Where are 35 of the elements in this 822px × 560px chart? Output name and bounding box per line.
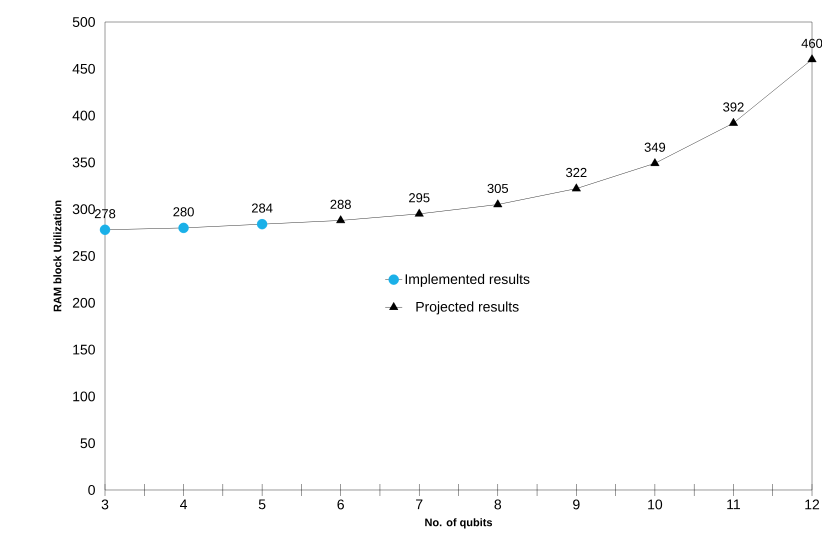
y-tick-label: 450	[72, 64, 95, 74]
x-tick-label: 12	[805, 500, 820, 510]
data-label: 288	[330, 200, 351, 209]
legend-label: Projected results	[416, 301, 519, 314]
y-tick-label: 350	[72, 157, 95, 168]
data-label: 322	[566, 168, 586, 178]
x-tick-label: 10	[648, 500, 662, 510]
y-tick-label: 100	[73, 391, 95, 402]
data-label: 349	[644, 142, 666, 152]
x-tick-label: 8	[494, 500, 502, 510]
data-label: 460	[802, 38, 822, 48]
y-tick-label: 300	[72, 204, 95, 214]
y-tick-label: 400	[72, 110, 95, 121]
y-tick-label: 200	[72, 298, 95, 308]
y-axis-title: RAM block Utilization	[53, 200, 62, 312]
y-tick-label: 150	[73, 344, 95, 355]
data-label: 392	[723, 102, 744, 112]
x-tick-label: 6	[337, 500, 344, 510]
legend-label: Implemented results	[406, 274, 530, 287]
y-tick-label: 50	[80, 438, 95, 448]
y-tick-label: 250	[72, 251, 95, 261]
x-tick-label: 7	[416, 500, 422, 510]
x-tick-label: 5	[258, 500, 266, 510]
data-label: 284	[252, 203, 273, 213]
x-tick-label: 3	[102, 500, 108, 510]
data-label: 295	[409, 193, 430, 202]
data-label: 278	[94, 209, 116, 218]
y-tick-label: 500	[72, 17, 95, 27]
data-label: 305	[487, 184, 508, 193]
x-tick-label: 9	[573, 500, 580, 510]
x-tick-label: 11	[727, 500, 740, 510]
x-tick-label: 4	[180, 500, 188, 510]
data-label: 280	[173, 207, 194, 216]
x-axis-title: No. of qubits	[425, 518, 492, 528]
y-tick-label: 0	[88, 485, 95, 495]
